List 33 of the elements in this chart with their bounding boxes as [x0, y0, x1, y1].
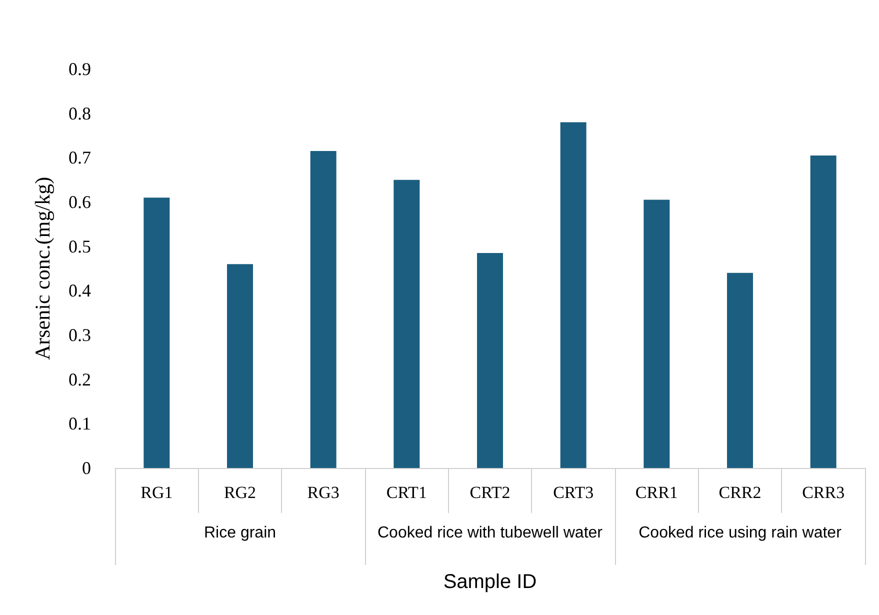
bar — [310, 151, 336, 468]
x-tick-label: CRR1 — [635, 483, 678, 502]
x-tick-label: CRT3 — [553, 483, 594, 502]
y-tick-label: 0.9 — [68, 59, 91, 79]
y-tick-label: 0.7 — [68, 148, 91, 168]
bar — [227, 264, 253, 468]
y-tick-label: 0.4 — [68, 280, 91, 301]
x-tick-label: CRR2 — [718, 483, 762, 502]
bar — [144, 198, 170, 468]
bar — [727, 272, 753, 468]
text: Cooked rice with tubewell water — [378, 524, 604, 542]
y-tick-label: 0.6 — [68, 192, 91, 212]
y-tick-label: 0.2 — [68, 369, 91, 390]
bar — [644, 200, 670, 468]
bar — [560, 122, 586, 468]
x-tick-label: RG1 — [140, 483, 173, 502]
x-axis-title: Sample ID — [443, 571, 537, 593]
x-tick-label: RG3 — [307, 483, 340, 502]
x-tick-label: CRT1 — [386, 483, 427, 502]
text: Cooked rice using rain water — [638, 524, 842, 542]
y-tick-label: 0.8 — [68, 103, 91, 124]
y-axis-title: Arsenic conc.(mg/kg) — [30, 176, 54, 360]
y-tick-label: 0 — [82, 458, 91, 478]
bar — [810, 155, 836, 468]
y-tick-label: 0.3 — [68, 325, 91, 345]
text: Rice grain — [204, 524, 276, 542]
x-tick-label: RG2 — [224, 483, 256, 502]
y-tick-label: 0.1 — [68, 414, 91, 434]
y-tick-label: 0.5 — [68, 236, 91, 256]
x-tick-label: CRR3 — [802, 483, 845, 502]
bar — [477, 252, 503, 468]
bar — [394, 180, 420, 468]
x-tick-label: CRT2 — [470, 483, 510, 502]
